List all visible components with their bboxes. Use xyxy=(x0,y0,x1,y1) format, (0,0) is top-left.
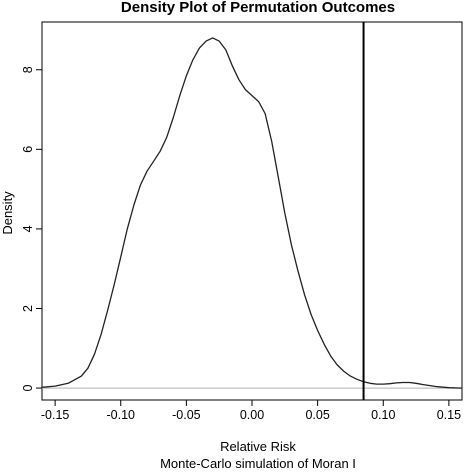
x-tick-label: 0.00 xyxy=(240,408,264,422)
y-tick-label: 0 xyxy=(21,385,35,392)
y-tick-label: 6 xyxy=(21,146,35,153)
x-tick-label: -0.10 xyxy=(107,408,136,422)
x-tick-label: 0.05 xyxy=(305,408,329,422)
chart-subtitle: Monte-Carlo simulation of Moran I xyxy=(160,456,356,471)
x-tick-label: -0.15 xyxy=(41,408,70,422)
chart-title: Density Plot of Permutation Outcomes xyxy=(121,0,395,16)
y-tick-label: 4 xyxy=(21,225,35,232)
y-tick-label: 8 xyxy=(21,66,35,73)
plot-area: -0.15 -0.10 -0.05 0.00 0.05 0.10 0.15 0 2 4 6 8 xyxy=(21,21,463,422)
y-tick-label: 2 xyxy=(21,305,35,312)
y-axis-label: Density xyxy=(0,191,15,235)
density-curve xyxy=(41,37,463,389)
x-axis-label: Relative Risk xyxy=(220,439,296,454)
x-tick-label: 0.15 xyxy=(437,408,461,422)
plot-frame xyxy=(41,21,463,401)
x-tick-label: 0.10 xyxy=(371,408,395,422)
x-tick-label: -0.05 xyxy=(172,408,201,422)
